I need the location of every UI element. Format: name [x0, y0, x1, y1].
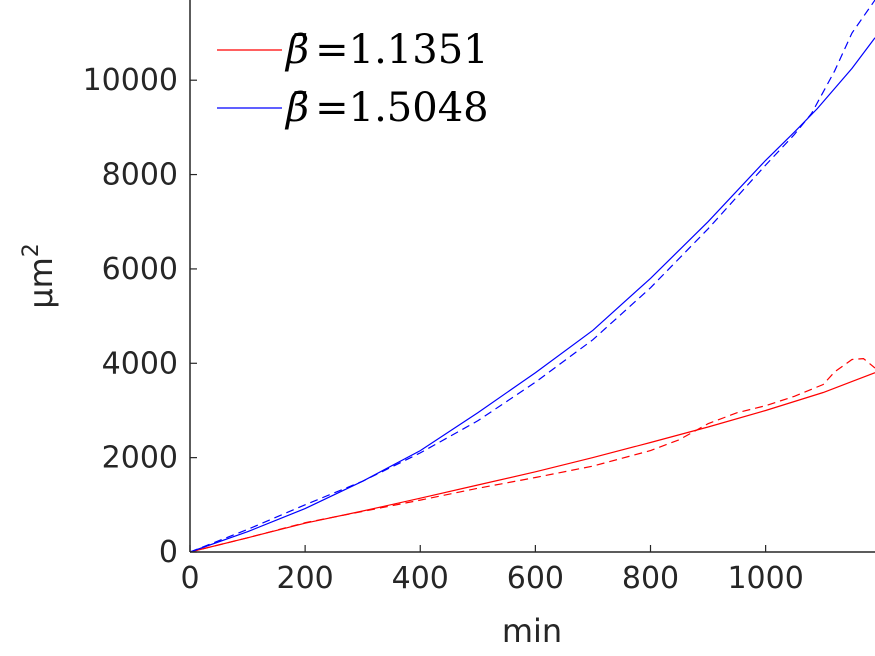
y-axis-label-base: μm — [22, 257, 60, 309]
axes-layer — [189, 0, 875, 553]
legend-text-blue: =1.5048 — [315, 85, 488, 131]
y-tick-label-5: 10000 — [83, 63, 178, 98]
y-tick-label-1: 2000 — [102, 441, 178, 476]
x-tick-label-5: 1000 — [727, 561, 803, 596]
legend-text-red: =1.1351 — [315, 27, 488, 73]
y-tick-label-2: 4000 — [102, 346, 178, 381]
y-tick-label-3: 6000 — [102, 252, 178, 287]
y-axis-label-superscript: 2 — [19, 243, 44, 257]
x-tick-label-0: 0 — [180, 561, 199, 596]
y-axis-label: μm2 — [19, 243, 60, 309]
x-tick-label-2: 400 — [392, 561, 449, 596]
x-tick-label-4: 800 — [622, 561, 679, 596]
legend-symbol-blue: β̄ — [284, 85, 309, 131]
x-tick-label-3: 600 — [507, 561, 564, 596]
plot-area-background — [190, 0, 875, 552]
series-line-3 — [189, 0, 875, 553]
legend-label-red: β̄ =1.1351 — [284, 27, 489, 73]
legend: β̄ =1.1351 β̄ =1.5048 — [217, 27, 489, 131]
series-layer — [189, 0, 875, 553]
legend-label-blue: β̄ =1.5048 — [284, 85, 489, 131]
legend-symbol-red: β̄ — [284, 27, 309, 73]
x-tick-label-1: 200 — [276, 561, 333, 596]
y-tick-label-0: 0 — [159, 535, 178, 570]
y-tick-label-4: 8000 — [102, 158, 178, 193]
x-axis-label: min — [502, 612, 562, 650]
